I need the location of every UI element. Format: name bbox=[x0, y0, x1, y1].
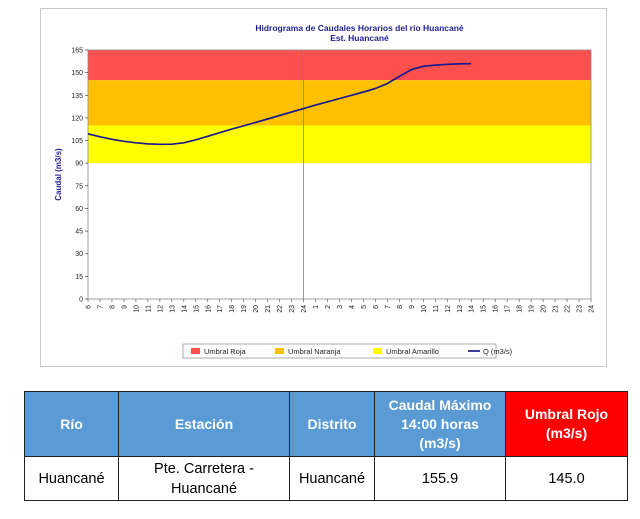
x-tick-label: 15 bbox=[193, 305, 200, 313]
hydrograph-chart: Hidrograma de Caudales Horarios del río … bbox=[54, 23, 596, 359]
x-tick-label: 7 bbox=[385, 305, 392, 309]
y-tick-label: 60 bbox=[75, 206, 83, 213]
x-tick-label: 12 bbox=[445, 305, 452, 313]
chart-frame: Hidrograma de Caudales Horarios del río … bbox=[40, 8, 607, 367]
cell-rio: Huancané bbox=[24, 456, 119, 501]
x-tick-label: 4 bbox=[349, 305, 356, 309]
x-tick-label: 21 bbox=[265, 305, 272, 313]
x-tick-label: 8 bbox=[397, 305, 404, 309]
y-tick-label: 75 bbox=[75, 183, 83, 190]
x-tick-label: 17 bbox=[217, 305, 224, 313]
x-tick-label: 14 bbox=[469, 305, 476, 313]
y-tick-label: 150 bbox=[71, 70, 83, 77]
cell-umbral-rojo: 145.0 bbox=[505, 456, 628, 501]
y-tick-label: 45 bbox=[75, 229, 83, 236]
x-tick-label: 20 bbox=[541, 305, 548, 313]
x-tick-label: 22 bbox=[565, 305, 572, 313]
y-tick-label: 30 bbox=[75, 251, 83, 258]
x-tick-label: 12 bbox=[157, 305, 164, 313]
x-tick-label: 9 bbox=[121, 305, 128, 309]
x-tick-label: 24 bbox=[589, 305, 596, 313]
legend-box bbox=[182, 343, 497, 359]
x-tick-label: 23 bbox=[289, 305, 296, 313]
legend-swatch bbox=[275, 348, 284, 354]
x-tick-label: 9 bbox=[409, 305, 416, 309]
x-tick-label: 3 bbox=[337, 305, 344, 309]
threshold-band-2 bbox=[88, 80, 591, 126]
header-umbral-rojo: Umbral Rojo (m3/s) bbox=[505, 391, 628, 457]
x-tick-label: 6 bbox=[86, 305, 93, 309]
y-tick-label: 90 bbox=[75, 161, 83, 168]
x-tick-label: 19 bbox=[529, 305, 536, 313]
x-tick-label: 22 bbox=[277, 305, 284, 313]
legend-label: Umbral Naranja bbox=[288, 347, 341, 356]
y-tick-label: 105 bbox=[71, 138, 83, 145]
x-tick-label: 21 bbox=[553, 305, 560, 313]
y-axis-label: Caudal (m3/s) bbox=[54, 148, 63, 201]
y-tick-label: 165 bbox=[71, 48, 83, 55]
x-tick-label: 11 bbox=[433, 305, 440, 312]
cell-distrito: Huancané bbox=[289, 456, 375, 501]
x-tick-label: 16 bbox=[493, 305, 500, 313]
threshold-band-1 bbox=[88, 50, 591, 81]
cell-estacion: Pte. Carretera - Huancané bbox=[118, 456, 290, 501]
table-row: Huancané Pte. Carretera - Huancané Huanc… bbox=[24, 456, 628, 501]
legend-swatch bbox=[191, 348, 200, 354]
x-tick-label: 19 bbox=[241, 305, 248, 313]
x-tick-label: 1 bbox=[313, 305, 320, 309]
x-tick-label: 16 bbox=[205, 305, 212, 313]
header-caudal-maximo: Caudal Máximo 14:00 horas (m3/s) bbox=[374, 391, 506, 457]
x-tick-label: 14 bbox=[181, 305, 188, 313]
x-tick-label: 10 bbox=[133, 305, 140, 313]
chart-subtitle: Est. Huancané bbox=[330, 33, 389, 43]
x-tick-label: 8 bbox=[109, 305, 116, 309]
cell-caudal-maximo: 155.9 bbox=[374, 456, 506, 501]
x-tick-label: 20 bbox=[253, 305, 260, 313]
header-rio: Río bbox=[24, 391, 119, 457]
legend-swatch bbox=[373, 348, 382, 354]
x-tick-label: 18 bbox=[229, 305, 236, 313]
x-tick-label: 15 bbox=[481, 305, 488, 313]
summary-table: Río Estación Distrito Caudal Máximo 14:0… bbox=[24, 391, 628, 501]
table-header-row: Río Estación Distrito Caudal Máximo 14:0… bbox=[24, 391, 628, 457]
header-distrito: Distrito bbox=[289, 391, 375, 457]
x-tick-label: 6 bbox=[373, 305, 380, 309]
x-tick-label: 13 bbox=[457, 305, 464, 313]
y-tick-label: 135 bbox=[71, 93, 83, 100]
x-tick-label: 17 bbox=[505, 305, 512, 313]
y-tick-label: 15 bbox=[75, 274, 83, 281]
x-tick-label: 11 bbox=[145, 305, 152, 312]
x-tick-label: 5 bbox=[361, 305, 368, 309]
y-tick-label: 0 bbox=[79, 297, 83, 304]
legend-label: Q (m3/s) bbox=[483, 347, 513, 356]
x-tick-label: 24 bbox=[301, 305, 308, 313]
x-tick-label: 7 bbox=[97, 305, 104, 309]
x-tick-label: 10 bbox=[421, 305, 428, 313]
series-line-1 bbox=[87, 62, 472, 146]
x-tick-label: 18 bbox=[517, 305, 524, 313]
x-tick-label: 2 bbox=[325, 305, 332, 309]
legend-label: Umbral Roja bbox=[204, 347, 247, 356]
legend-label: Umbral Amarillo bbox=[386, 347, 439, 356]
header-estacion: Estación bbox=[118, 391, 290, 457]
chart-title: Hidrograma de Caudales Horarios del río … bbox=[255, 23, 464, 33]
y-tick-label: 120 bbox=[71, 115, 83, 122]
x-tick-label: 23 bbox=[577, 305, 584, 313]
x-tick-label: 13 bbox=[169, 305, 176, 313]
